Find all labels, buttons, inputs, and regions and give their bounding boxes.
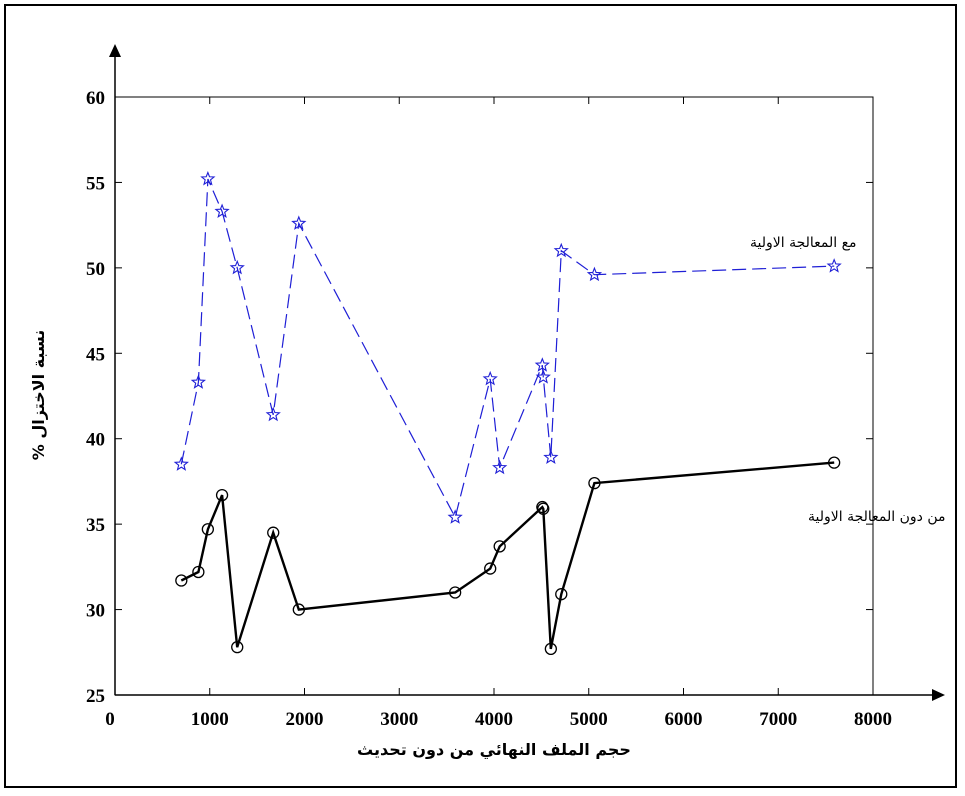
y-tick-label: 30 bbox=[86, 601, 105, 622]
data-point-circle bbox=[555, 588, 568, 601]
data-point-circle bbox=[231, 641, 244, 654]
data-point-circle bbox=[536, 500, 549, 514]
data-point-star bbox=[173, 456, 189, 471]
data-point-circle bbox=[267, 526, 280, 539]
x-tick-label: 3000 bbox=[380, 709, 418, 730]
data-point-circle bbox=[201, 523, 215, 536]
x-tick-label: 8000 bbox=[854, 709, 892, 730]
x-axis-label: حجم الملف النهائي من دون تحديث bbox=[357, 740, 631, 760]
y-tick-label: 60 bbox=[86, 88, 105, 109]
data-point-star bbox=[553, 242, 569, 258]
y-tick-label: 55 bbox=[86, 173, 105, 194]
data-point-circle bbox=[192, 565, 205, 579]
x-axis-arrow bbox=[932, 689, 945, 701]
series-line-1 bbox=[180, 461, 835, 650]
data-point-circle bbox=[828, 456, 841, 469]
y-tick-label: 45 bbox=[86, 344, 105, 365]
y-tick-label: 50 bbox=[86, 259, 105, 280]
data-point-star bbox=[190, 374, 207, 389]
data-point-circle bbox=[493, 540, 506, 553]
data-point-star bbox=[482, 370, 498, 386]
plot-area bbox=[114, 96, 874, 696]
data-point-star bbox=[214, 203, 230, 218]
data-point-star bbox=[229, 259, 245, 275]
data-point-star bbox=[535, 369, 551, 384]
y-tick-label: 25 bbox=[86, 686, 105, 707]
data-point-circle bbox=[537, 502, 550, 515]
y-tick-label: 40 bbox=[86, 430, 105, 451]
series-annotation-preprocessed: مع المعالجة الاولية bbox=[750, 235, 857, 251]
data-point-star bbox=[586, 266, 603, 282]
y-tick-label: 35 bbox=[86, 515, 105, 536]
data-point-star bbox=[265, 406, 281, 422]
x-tick-label: 1000 bbox=[191, 709, 229, 730]
x-tick-label: 7000 bbox=[759, 709, 797, 730]
y-axis-label: نسبة الاختزال % bbox=[29, 330, 48, 460]
series-layer bbox=[173, 170, 842, 656]
data-point-circle bbox=[292, 603, 305, 616]
x-tick-label: 2000 bbox=[286, 709, 324, 730]
ticks: 0 1000 2000 3000 4000 5000 6000 7000 8000 25 30 35 4… bbox=[86, 88, 892, 730]
data-point-circle bbox=[215, 488, 229, 502]
data-point-star bbox=[826, 258, 842, 273]
chart-frame bbox=[4, 4, 957, 788]
data-point-star bbox=[200, 170, 216, 186]
data-point-star bbox=[492, 459, 508, 475]
data-point-star bbox=[291, 215, 307, 230]
data-point-circle bbox=[544, 642, 557, 656]
data-point-circle bbox=[484, 562, 497, 575]
series-line-0 bbox=[180, 178, 835, 519]
x-tick-label: 0 bbox=[105, 709, 115, 730]
series-annotation-raw: من دون المعالجة الاولية bbox=[808, 509, 946, 525]
x-tick-label: 4000 bbox=[475, 709, 513, 730]
x-tick-label: 6000 bbox=[665, 709, 703, 730]
data-point-star bbox=[543, 449, 559, 464]
data-point-circle bbox=[175, 574, 188, 587]
data-point-circle bbox=[449, 586, 462, 599]
data-point-circle bbox=[588, 476, 601, 490]
data-point-star bbox=[447, 509, 463, 524]
data-point-star bbox=[534, 357, 550, 372]
y-axis-arrow bbox=[109, 44, 121, 57]
x-tick-label: 5000 bbox=[570, 709, 608, 730]
